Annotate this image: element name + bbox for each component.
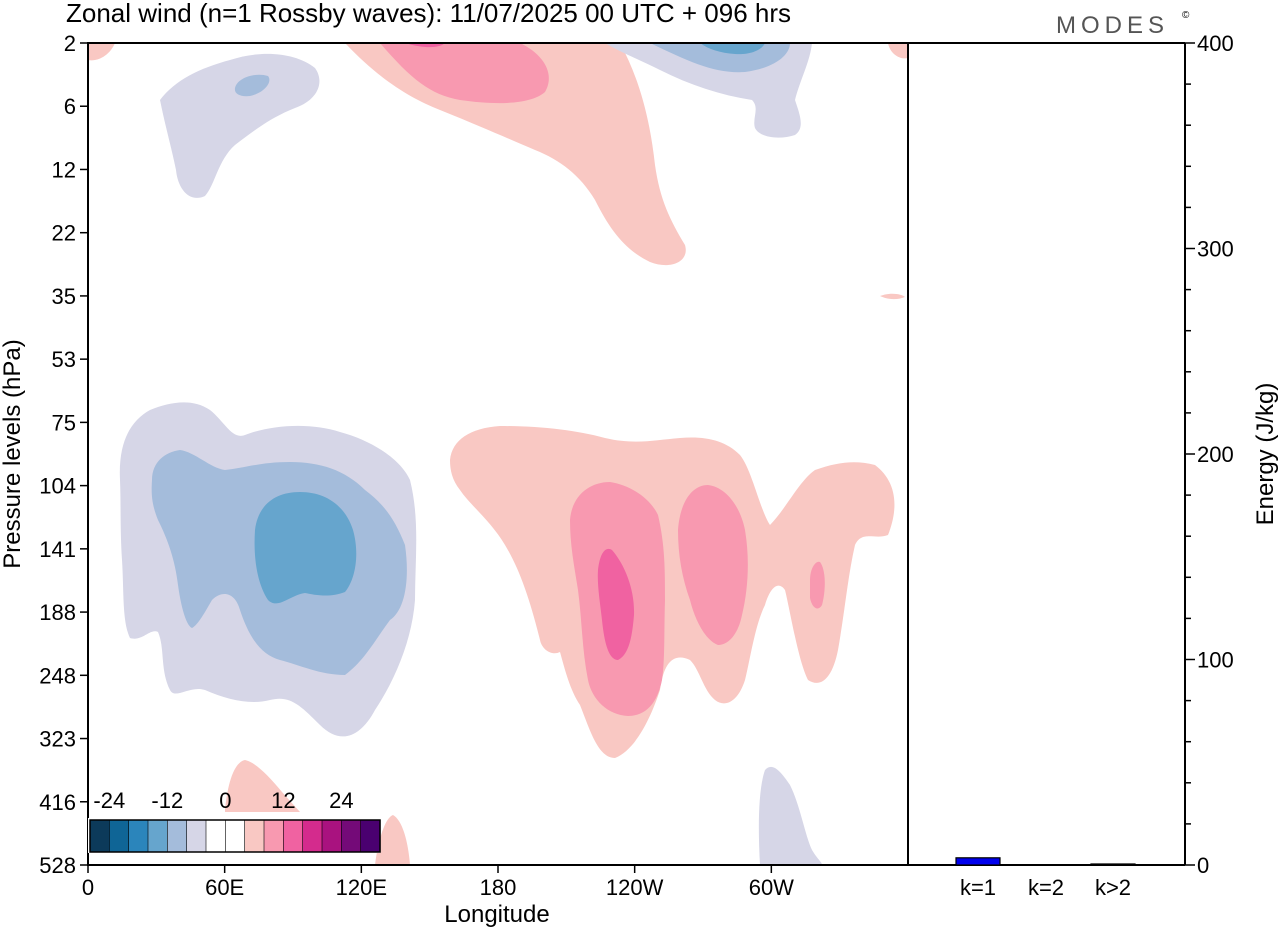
chart-title: Zonal wind (n=1 Rossby waves): 11/07/202… [66,0,791,28]
y-tick-label: 12 [52,157,76,182]
colorbar-cells [89,819,381,853]
contour-positive-mid-right-core [597,548,635,660]
contour-negative-mid-left-core [254,492,357,604]
colorbar-cell [283,819,304,853]
contour-negative-upper-left-light [160,53,320,198]
y-tick-label: 22 [52,221,76,246]
x-tick-label: 120E [336,875,387,900]
contour-negative-upper-right-core [700,43,765,55]
energy-tick-label: 100 [1197,648,1234,673]
colorbar-cell [360,819,381,853]
colorbar-label: 24 [329,788,353,813]
colorbar-cell [167,819,188,853]
y-tick-label: 416 [39,790,76,815]
contour-positive-bottom-left [225,760,300,812]
colorbar-frame [89,819,381,853]
colorbar-cell [186,819,207,853]
colorbar-cell [263,819,284,853]
energy-category-label: k=2 [1028,875,1064,900]
contour-positive-top-right [888,43,908,59]
y-axis: 2 6 12 22 35 53 75 104 141 188 248 323 416 528 [39,31,88,878]
contour-panel [87,42,909,866]
energy-axis: 0 100 200 300 400 [1185,31,1234,878]
y-tick-label: 248 [39,663,76,688]
x-tick-label: 0 [82,875,94,900]
colorbar-cell [225,819,246,853]
colorbar-cell [109,819,130,853]
colorbar-cell [302,819,323,853]
y-tick-label: 53 [52,347,76,372]
colorbar-cell [341,819,362,853]
contour-positive-upper-light [345,43,686,266]
colorbar-cell [89,819,110,853]
colorbar-cell [244,819,265,853]
y-tick-label: 323 [39,727,76,752]
energy-tick-label: 400 [1197,31,1234,56]
contour-positive-upper-mid [380,43,549,104]
y-tick-label: 35 [52,284,76,309]
energy-category-label: k=1 [960,875,996,900]
y-tick-label: 188 [39,600,76,625]
x-tick-label: 60E [205,875,244,900]
y-tick-label: 2 [64,31,76,56]
colorbar-cell [128,819,149,853]
y-tick-label: 75 [52,410,76,435]
colorbar-label: -12 [151,788,183,813]
contour-positive-bottom-small [375,815,410,865]
contour-positive-upper-core [405,43,445,48]
y-tick-label: 104 [39,474,76,499]
energy-categories: k=1 k=2 k>2 [960,875,1131,900]
y-tick-label: 528 [39,853,76,878]
colorbar-label: -24 [93,788,125,813]
energy-category-label: k>2 [1095,875,1131,900]
x-tick-label: 120W [606,875,664,900]
energy-axis-label: Energy (J/kg) [1252,383,1279,526]
colorbar-cell [321,819,342,853]
energy-tick-label: 200 [1197,442,1234,467]
x-axis-label: Longitude [444,901,549,928]
energy-tick-label: 300 [1197,237,1234,262]
contour-positive-sliver [880,293,905,300]
energy-bar [1090,863,1136,866]
logo-copyright-mark: © [1182,10,1190,21]
x-tick-label: 180 [480,875,517,900]
y-tick-label: 6 [64,94,76,119]
modes-logo: MODES [1056,12,1169,39]
colorbar-label: 12 [271,788,295,813]
colorbar-cell [147,819,168,853]
contour-positive-mid-right-light [450,426,895,758]
contour-negative-upper-left-mid [234,74,270,97]
contour-positive-mid-right-mid3 [810,561,825,609]
contour-positive-mid-right-mid2 [678,485,748,645]
y-tick-label: 141 [39,537,76,562]
x-tick-label: 60W [749,875,794,900]
colorbar-cell [205,819,226,853]
energy-bars [955,857,1136,866]
y-axis-label: Pressure levels (hPa) [0,339,26,568]
energy-bar [955,857,1001,866]
colorbar: -24 -12 0 12 24 [88,788,381,853]
energy-tick-label: 0 [1197,853,1209,878]
colorbar-labels: -24 -12 0 12 24 [93,788,353,813]
x-axis: 0 60E 120E 180 120W 60W [82,865,794,900]
colorbar-label: 0 [219,788,231,813]
contour-negative-bottom-right [758,766,822,865]
contour-positive-top-left [88,43,115,61]
energy-panel: 0 100 200 300 400 k=1 k=2 k>2 Energy (J/kg) [907,31,1279,900]
